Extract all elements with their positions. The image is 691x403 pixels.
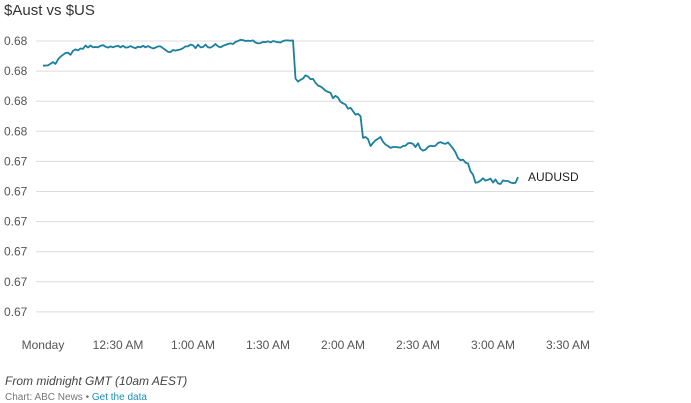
gridlines bbox=[36, 40, 594, 313]
x-tick-label: 2:00 AM bbox=[321, 338, 365, 352]
y-tick-label: 0.67 bbox=[4, 245, 28, 259]
y-tick-label: 0.67 bbox=[4, 154, 28, 168]
y-tick-label: 0.68 bbox=[4, 124, 28, 138]
x-tick-label: 1:30 AM bbox=[246, 338, 290, 352]
chart-title: $Aust vs $US bbox=[4, 2, 95, 19]
credit-source: Chart: ABC News bbox=[5, 392, 83, 403]
x-axis-ticks: Monday 12:30 AM 1:00 AM 1:30 AM 2:00 AM 2:30 … bbox=[22, 338, 590, 352]
y-axis-ticks: 0.68 0.68 0.68 0.68 0.67 0.67 0.67 0.67 0.67 0.67 bbox=[4, 34, 28, 319]
x-tick-label: 1:00 AM bbox=[171, 338, 215, 352]
get-data-link[interactable]: Get the data bbox=[91, 392, 147, 403]
series-line-audusd bbox=[42, 38, 519, 185]
chart-credit: Chart: ABC News • Get the data bbox=[5, 392, 147, 403]
y-tick-label: 0.67 bbox=[4, 305, 28, 319]
x-tick-label: 2:30 AM bbox=[396, 338, 440, 352]
series-end-label: AUDUSD bbox=[528, 170, 579, 184]
y-tick-label: 0.68 bbox=[4, 64, 28, 78]
y-tick-label: 0.67 bbox=[4, 215, 28, 229]
x-tick-label: Monday bbox=[22, 338, 65, 352]
x-tick-label: 3:30 AM bbox=[546, 338, 590, 352]
chart-note: From midnight GMT (10am AEST) bbox=[5, 374, 188, 388]
y-tick-label: 0.68 bbox=[4, 34, 28, 48]
series-layer: AUDUSD bbox=[42, 38, 579, 185]
x-tick-label: 12:30 AM bbox=[93, 338, 144, 352]
x-tick-label: 3:00 AM bbox=[471, 338, 515, 352]
y-tick-label: 0.67 bbox=[4, 185, 28, 199]
y-tick-label: 0.67 bbox=[4, 275, 28, 289]
y-tick-label: 0.68 bbox=[4, 94, 28, 108]
credit-separator: • bbox=[82, 392, 92, 403]
